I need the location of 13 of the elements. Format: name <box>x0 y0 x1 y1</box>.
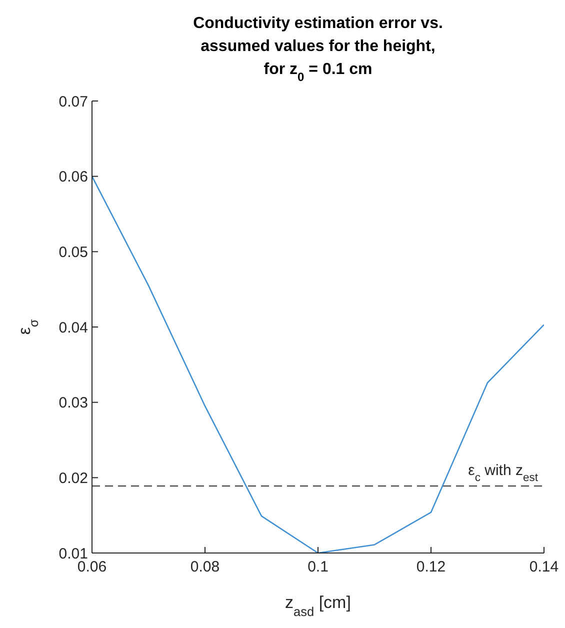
y-tick-label: 0.02 <box>58 470 88 487</box>
y-tick-label: 0.04 <box>58 319 88 336</box>
y-tick-label: 0.07 <box>58 93 88 110</box>
x-tick-label: 0.14 <box>529 558 559 576</box>
x-axis-title: z$_{asd}$ [cm] <box>285 593 351 618</box>
chart-title: Conductivity estimation error vs. assumed values for the height, for z$_{0}$ = 0.1 cm <box>193 15 443 84</box>
x-tick-label: 0.08 <box>190 558 220 576</box>
x-tick-label: 0.12 <box>416 558 446 576</box>
y-tick-label: 0.03 <box>58 394 88 412</box>
x-tick-label: 0.1 <box>308 558 328 576</box>
ref-line-label: ε$_{c}$ with z$_{est}$ <box>468 462 539 484</box>
y-tick-label: 0.06 <box>58 168 88 186</box>
y-tick-label: 0.05 <box>58 244 88 261</box>
